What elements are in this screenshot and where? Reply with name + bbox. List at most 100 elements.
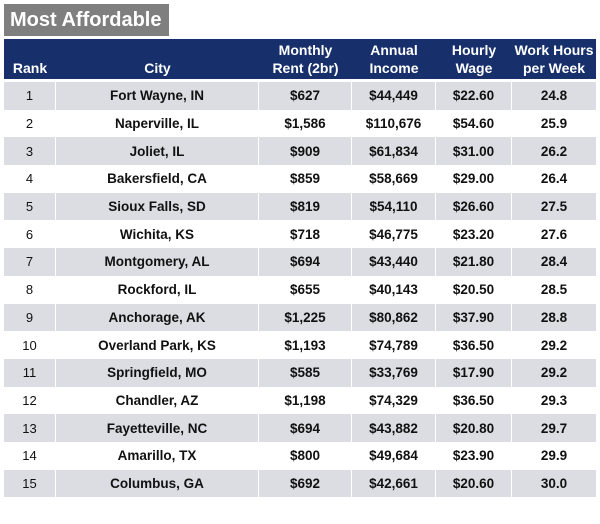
hours-cell: 30.0 bbox=[512, 469, 596, 498]
rent-cell: $1,225 bbox=[259, 303, 352, 332]
city-cell: Rockford, IL bbox=[56, 275, 259, 304]
rank-cell: 15 bbox=[4, 469, 56, 498]
header-row: Rank City Monthly Rent (2br) Annual Inco… bbox=[4, 39, 596, 79]
city-cell: Amarillo, TX bbox=[56, 441, 259, 470]
table-row: 11 Springfield, MO $585 $33,769 $17.90 29.2 bbox=[4, 358, 596, 387]
table-row: 1 Fort Wayne, IN $627 $44,449 $22.60 24.8 bbox=[4, 82, 596, 110]
wage-cell: $31.00 bbox=[436, 137, 512, 166]
table-row: 2 Naperville, IL $1,586 $110,676 $54.60 25.9 bbox=[4, 109, 596, 138]
hours-cell: 29.2 bbox=[512, 358, 596, 387]
rent-cell: $692 bbox=[259, 469, 352, 498]
wage-cell: $26.60 bbox=[436, 192, 512, 221]
wage-cell: $54.60 bbox=[436, 109, 512, 138]
table-row: 7 Montgomery, AL $694 $43,440 $21.80 28.4 bbox=[4, 248, 596, 276]
wage-cell: $20.60 bbox=[436, 469, 512, 498]
rent-cell: $694 bbox=[259, 248, 352, 276]
header-hours-line1: Work Hours bbox=[514, 42, 594, 58]
rank-cell: 6 bbox=[4, 220, 56, 249]
table-row: 8 Rockford, IL $655 $40,143 $20.50 28.5 bbox=[4, 275, 596, 304]
header-rent: Monthly Rent (2br) bbox=[259, 39, 352, 79]
income-cell: $43,440 bbox=[352, 248, 436, 276]
rank-cell: 10 bbox=[4, 331, 56, 359]
title-banner: Most Affordable bbox=[4, 4, 170, 36]
rank-cell: 3 bbox=[4, 137, 56, 166]
wage-cell: $23.90 bbox=[436, 441, 512, 470]
income-cell: $74,329 bbox=[352, 386, 436, 415]
city-cell: Joliet, IL bbox=[56, 137, 259, 166]
rank-cell: 9 bbox=[4, 303, 56, 332]
income-cell: $80,862 bbox=[352, 303, 436, 332]
wage-cell: $20.50 bbox=[436, 275, 512, 304]
table-title: Most Affordable bbox=[4, 4, 170, 36]
hours-cell: 28.4 bbox=[512, 248, 596, 276]
hours-cell: 28.8 bbox=[512, 303, 596, 332]
wage-cell: $21.80 bbox=[436, 248, 512, 276]
hours-cell: 27.6 bbox=[512, 220, 596, 249]
income-cell: $33,769 bbox=[352, 358, 436, 387]
rent-cell: $800 bbox=[259, 441, 352, 470]
hours-cell: 28.5 bbox=[512, 275, 596, 304]
header-rank-label: Rank bbox=[12, 60, 48, 76]
header-hours: Work Hours per Week bbox=[512, 39, 596, 79]
city-cell: Overland Park, KS bbox=[56, 331, 259, 359]
table-row: 12 Chandler, AZ $1,198 $74,329 $36.50 29.3 bbox=[4, 386, 596, 415]
table-row: 9 Anchorage, AK $1,225 $80,862 $37.90 28.8 bbox=[4, 303, 596, 332]
income-cell: $42,661 bbox=[352, 469, 436, 498]
rent-cell: $1,198 bbox=[259, 386, 352, 415]
city-cell: Bakersfield, CA bbox=[56, 165, 259, 193]
rank-cell: 4 bbox=[4, 165, 56, 193]
header-income: Annual Income bbox=[352, 39, 436, 79]
wage-cell: $23.20 bbox=[436, 220, 512, 249]
header-rent-line2: Rent (2br) bbox=[272, 60, 339, 76]
hours-cell: 29.2 bbox=[512, 331, 596, 359]
city-cell: Sioux Falls, SD bbox=[56, 192, 259, 221]
wage-cell: $17.90 bbox=[436, 358, 512, 387]
rank-cell: 13 bbox=[4, 414, 56, 442]
affordability-table: Rank City Monthly Rent (2br) Annual Inco… bbox=[4, 39, 596, 498]
city-cell: Chandler, AZ bbox=[56, 386, 259, 415]
rent-cell: $819 bbox=[259, 192, 352, 221]
wage-cell: $36.50 bbox=[436, 331, 512, 359]
rent-cell: $909 bbox=[259, 137, 352, 166]
rank-cell: 12 bbox=[4, 386, 56, 415]
wage-cell: $20.80 bbox=[436, 414, 512, 442]
rent-cell: $627 bbox=[259, 82, 352, 110]
hours-cell: 26.2 bbox=[512, 137, 596, 166]
table-header: Rank City Monthly Rent (2br) Annual Inco… bbox=[4, 39, 596, 79]
income-cell: $46,775 bbox=[352, 220, 436, 249]
hours-cell: 29.7 bbox=[512, 414, 596, 442]
wage-cell: $29.00 bbox=[436, 165, 512, 193]
income-cell: $44,449 bbox=[352, 82, 436, 110]
city-cell: Montgomery, AL bbox=[56, 248, 259, 276]
header-income-line1: Annual bbox=[370, 42, 418, 58]
spacer-row bbox=[4, 79, 596, 82]
wage-cell: $22.60 bbox=[436, 82, 512, 110]
table-row: 6 Wichita, KS $718 $46,775 $23.20 27.6 bbox=[4, 220, 596, 249]
city-cell: Columbus, GA bbox=[56, 469, 259, 498]
income-cell: $58,669 bbox=[352, 165, 436, 193]
rent-cell: $694 bbox=[259, 414, 352, 442]
rank-cell: 8 bbox=[4, 275, 56, 304]
income-cell: $74,789 bbox=[352, 331, 436, 359]
city-cell: Wichita, KS bbox=[56, 220, 259, 249]
city-cell: Anchorage, AK bbox=[56, 303, 259, 332]
city-cell: Fort Wayne, IN bbox=[56, 82, 259, 110]
rank-cell: 2 bbox=[4, 109, 56, 138]
header-wage-line2: Wage bbox=[455, 60, 493, 76]
city-cell: Fayetteville, NC bbox=[56, 414, 259, 442]
hours-cell: 29.9 bbox=[512, 441, 596, 470]
table-row: 4 Bakersfield, CA $859 $58,669 $29.00 26.4 bbox=[4, 165, 596, 193]
header-rank: Rank bbox=[4, 39, 56, 79]
header-city-label: City bbox=[144, 60, 171, 76]
table-body: 1 Fort Wayne, IN $627 $44,449 $22.60 24.8 2 Nap… bbox=[4, 79, 596, 498]
rent-cell: $585 bbox=[259, 358, 352, 387]
rent-cell: $718 bbox=[259, 220, 352, 249]
rent-cell: $655 bbox=[259, 275, 352, 304]
income-cell: $61,834 bbox=[352, 137, 436, 166]
table-row: 10 Overland Park, KS $1,193 $74,789 $36.50 29… bbox=[4, 331, 596, 359]
table-row: 15 Columbus, GA $692 $42,661 $20.60 30.0 bbox=[4, 469, 596, 498]
header-rent-line1: Monthly bbox=[278, 42, 333, 58]
hours-cell: 25.9 bbox=[512, 109, 596, 138]
hours-cell: 24.8 bbox=[512, 82, 596, 110]
header-wage-line1: Hourly bbox=[451, 42, 497, 58]
